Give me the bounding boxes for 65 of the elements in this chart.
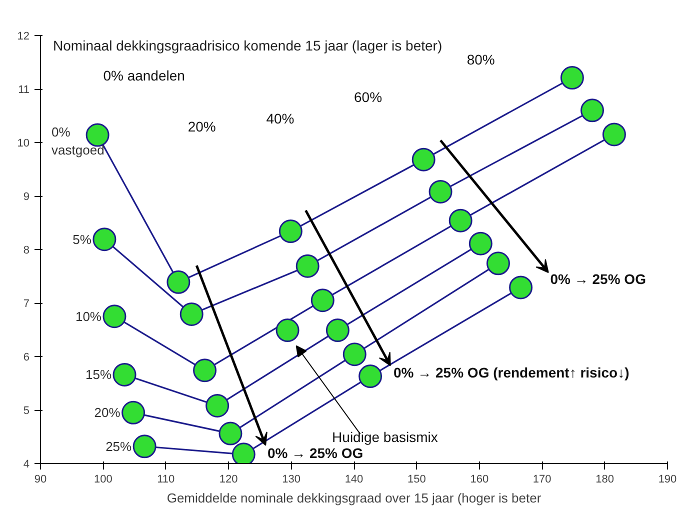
x-tick-label: 190 [658,474,677,486]
point [486,252,510,276]
point [180,302,204,326]
point [580,98,604,122]
point [326,318,350,342]
y-axis-title: Nominaal dekkingsgraadrisico komende 15 jaar (lager is beter) [53,38,442,54]
point [448,208,472,232]
series-label: 15% [86,367,112,382]
series-label: 10% [75,308,102,324]
point [92,228,116,252]
x-tick-label: 130 [282,474,300,486]
y-tick-label: 9 [23,191,30,203]
annotation: 0% aandelen [103,68,185,84]
annotation: 0% → 25% OG (rendement↑ risico↓) [394,364,630,381]
y-tick-label: 8 [23,244,30,256]
series-label: 5% [72,232,92,247]
x-tick-label: 150 [408,474,426,486]
annotation: 80% [466,52,495,68]
x-tick-label: 120 [219,474,238,486]
annotation: 60% [354,89,382,106]
y-tick-label: 12 [17,30,30,42]
point [276,318,300,342]
point [358,364,382,388]
point [310,288,334,312]
y-tick-label: 11 [18,84,30,96]
x-tick-label: 90 [34,474,47,486]
point [509,276,533,300]
annotation: 40% [266,110,294,126]
point [342,342,366,366]
point [412,148,436,172]
y-tick-label: 4 [23,458,30,470]
point [602,122,626,146]
point [102,304,126,328]
point [560,66,584,90]
x-tick-label: 170 [532,474,552,486]
annotation: 20% [188,118,216,134]
y-tick-label: 10 [17,138,30,150]
point [218,422,242,446]
series-label: 25% [106,438,132,454]
point [122,400,146,424]
annotation: 0% → 25% OG [267,444,364,461]
annotation: Huidige basismix [332,428,438,445]
point [468,232,492,256]
x-tick-label: 140 [344,474,364,486]
x-axis-title: Gemiddelde nominale dekkingsgraad over 15 jaar (hoger is beter [166,490,542,506]
point [232,442,256,464]
point [428,180,452,204]
point [166,270,190,294]
annotation: 0% → 25% OG [550,270,646,287]
y-tick-label: 6 [23,352,30,364]
y-tick-label: 7 [23,298,30,310]
x-tick-label: 110 [157,474,175,486]
point [112,362,136,386]
point [296,254,320,278]
series-label: 20% [94,405,121,420]
point [193,358,217,382]
point [86,123,110,147]
point [132,434,156,458]
x-tick-label: 160 [470,474,489,486]
point [206,394,230,418]
point [278,220,302,244]
y-tick-label: 5 [23,405,30,417]
series-label: 0% vastgoed [52,124,104,158]
x-tick-label: 180 [596,474,614,486]
x-tick-label: 100 [94,474,112,486]
